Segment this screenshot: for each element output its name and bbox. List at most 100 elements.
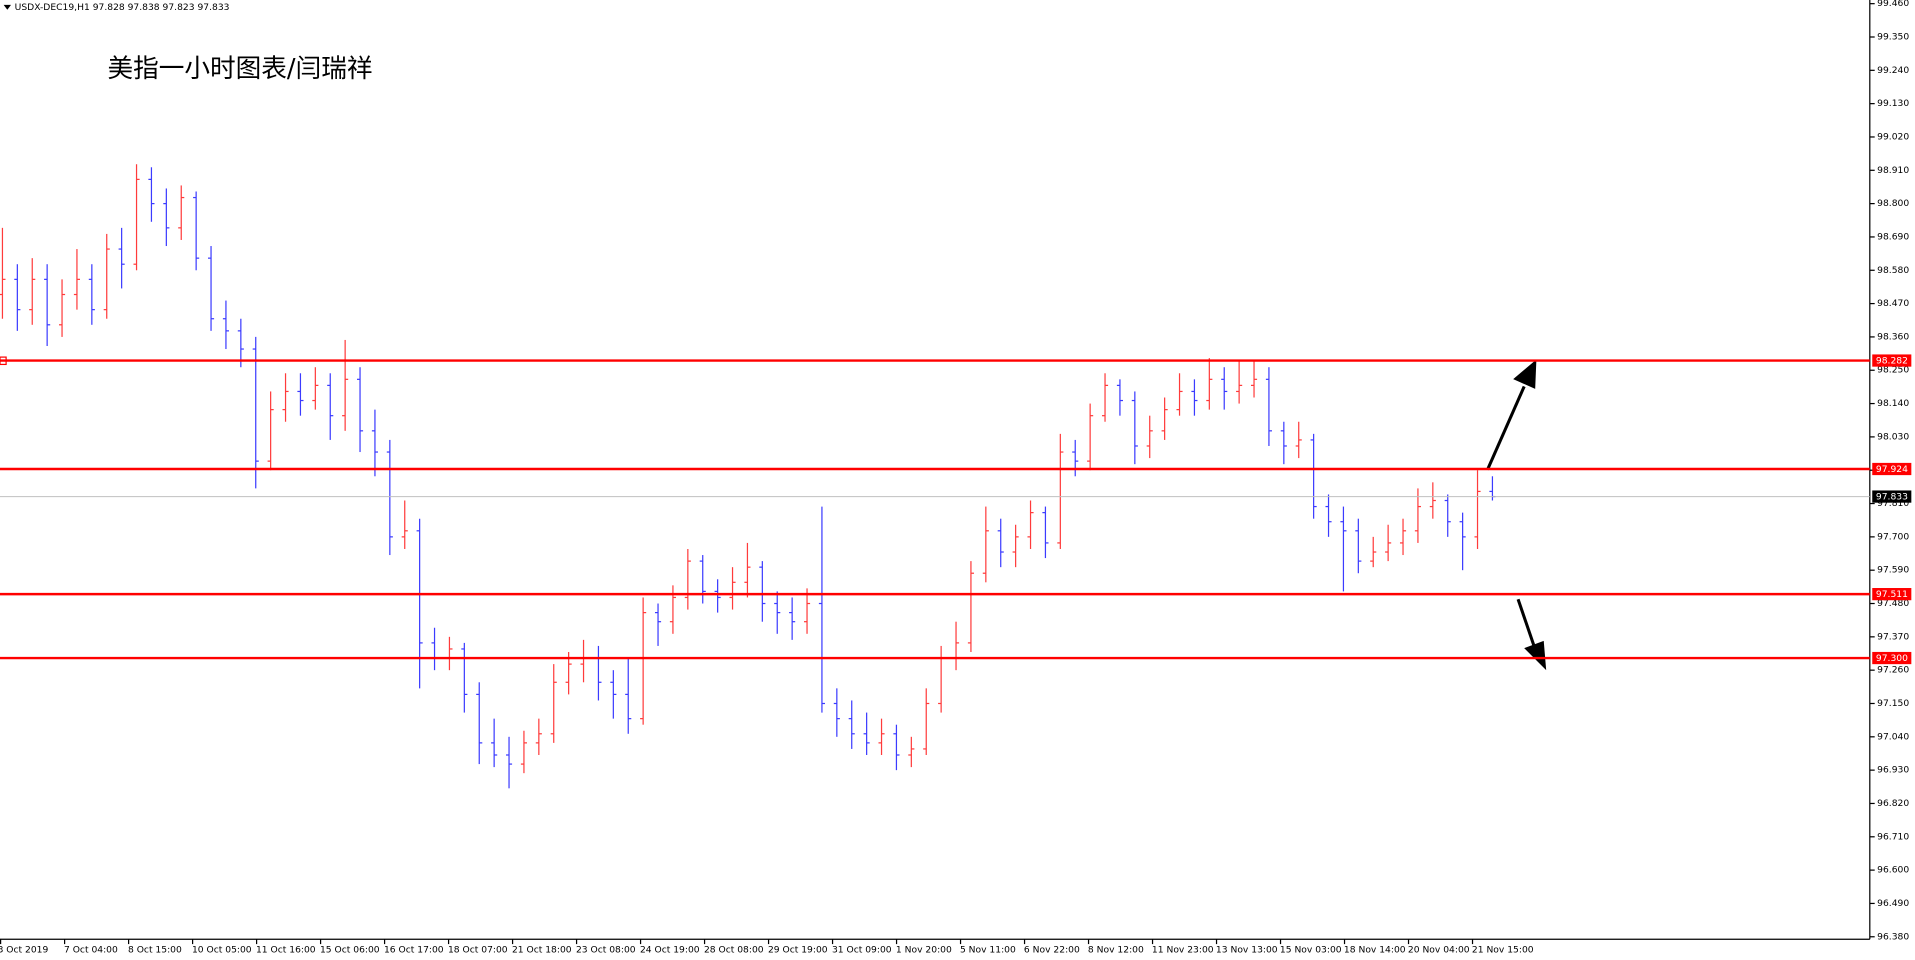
ohlc-bar (684, 548, 691, 610)
x-tick-label: 8 Oct 15:00 (128, 945, 182, 956)
ohlc-bar (133, 164, 140, 271)
ohlc-bar (1191, 379, 1198, 416)
arrow-head (1513, 359, 1537, 389)
level-tag (1872, 651, 1912, 665)
ohlc-bar (1176, 373, 1183, 416)
x-tick-label: 20 Nov 04:00 (1408, 945, 1470, 956)
ohlc-bar (312, 367, 319, 410)
ohlc-bar (1310, 433, 1317, 519)
ohlc-bar (997, 518, 1004, 568)
ohlc-bar (1459, 512, 1466, 571)
ohlc-bar (1221, 367, 1228, 410)
ohlc-bar (14, 264, 21, 331)
level-tag (1872, 354, 1912, 367)
y-tick-label: 97.590 (1877, 565, 1909, 576)
y-tick-label: 97.150 (1877, 698, 1909, 709)
y-tick-label: 99.020 (1877, 131, 1909, 142)
ohlc-bar (863, 712, 870, 755)
ohlc-bar (1444, 494, 1451, 537)
y-tick-label: 97.700 (1877, 531, 1909, 542)
ohlc-bar (714, 579, 721, 613)
current-price-tag (1872, 490, 1912, 503)
ohlc-bar (878, 718, 885, 755)
ohlc-bar (327, 373, 334, 440)
ohlc-bar (1280, 421, 1287, 465)
ohlc-bar (774, 591, 781, 634)
ohlc-bar (1474, 470, 1481, 549)
y-tick-label: 97.480 (1877, 598, 1909, 609)
y-tick-label: 96.710 (1877, 831, 1909, 842)
y-tick-label: 96.930 (1877, 765, 1909, 776)
ohlc-bar (1116, 379, 1123, 416)
ohlc-bar (610, 670, 617, 719)
ohlc-bar (759, 561, 766, 622)
ohlc-bar (1146, 415, 1153, 459)
y-tick-label: 97.370 (1877, 631, 1909, 642)
ohlc-bar (88, 264, 95, 325)
x-tick-label: 8 Nov 12:00 (1088, 945, 1144, 956)
y-tick-label: 98.690 (1877, 231, 1909, 242)
ohlc-bar (1131, 391, 1138, 465)
ohlc-bar (1206, 358, 1213, 410)
arrow-up (1486, 359, 1537, 471)
ohlc-bar (625, 658, 632, 734)
header-triangle (3, 4, 11, 10)
x-tick-label: 29 Oct 19:00 (768, 945, 828, 956)
ohlc-bar (207, 246, 215, 331)
ohlc-bar (1399, 518, 1407, 556)
ohlc-bar (893, 724, 900, 771)
y-tick-label: 97.260 (1877, 665, 1909, 676)
x-tick-label: 18 Nov 14:00 (1344, 945, 1406, 956)
ohlc-bar (252, 336, 259, 489)
ohlc-bar (371, 409, 378, 477)
x-tick-label: 5 Nov 11:00 (960, 945, 1016, 956)
ohlc-bar (491, 718, 498, 768)
ohlc-bar (1385, 524, 1392, 562)
y-tick-label: 98.030 (1877, 431, 1909, 442)
x-tick-label: 10 Oct 05:00 (192, 945, 252, 956)
x-tick-label: 21 Nov 15:00 (1472, 945, 1534, 956)
ohlc-bar (520, 730, 527, 774)
ohlc-bar (967, 561, 974, 652)
ohlc-bar (416, 518, 423, 689)
y-tick-label: 98.140 (1877, 398, 1909, 409)
ohlc-bar (1370, 536, 1377, 568)
ohlc-bar (1101, 373, 1109, 422)
y-tick-label: 96.490 (1877, 898, 1909, 909)
x-tick-label: 31 Oct 09:00 (832, 945, 892, 956)
ohlc-bar (1250, 361, 1258, 398)
ohlc-bar (178, 185, 185, 240)
arrow-head (1524, 640, 1547, 671)
ohlc-bar (1027, 500, 1034, 549)
ohlc-bar (222, 300, 229, 350)
ohlc-bar (267, 391, 274, 471)
ohlc-bar (535, 718, 542, 755)
y-tick-label: 98.360 (1877, 331, 1909, 342)
ohlc-bar (550, 664, 557, 743)
ohlc-bar (505, 736, 513, 789)
x-tick-label: 15 Nov 03:00 (1280, 945, 1342, 956)
x-tick-label: 21 Oct 18:00 (512, 945, 572, 956)
x-tick-label: 6 Nov 22:00 (1024, 945, 1080, 956)
ohlc-bar (237, 318, 244, 368)
level-label: 98.282 (1876, 356, 1908, 367)
current-price-label: 97.833 (1876, 492, 1908, 503)
ohlc-bar (148, 167, 155, 222)
y-tick-label: 97.810 (1877, 498, 1909, 509)
x-tick-label: 11 Oct 16:00 (256, 945, 316, 956)
y-tick-label: 96.380 (1877, 931, 1909, 942)
level-tag (1872, 462, 1912, 476)
arrow-shaft (1516, 598, 1536, 647)
level-tag (1872, 588, 1912, 601)
ohlc-bar (818, 506, 825, 713)
ohlc-bar (58, 279, 66, 337)
ohlc-bar (908, 736, 915, 768)
ohlc-bar (699, 555, 706, 604)
ohlc-bar (923, 688, 930, 755)
ohlc-bar (640, 597, 647, 725)
x-tick-label: 16 Oct 17:00 (384, 945, 444, 956)
ohlc-bar (342, 339, 349, 431)
ohlc-bar (1042, 506, 1049, 559)
